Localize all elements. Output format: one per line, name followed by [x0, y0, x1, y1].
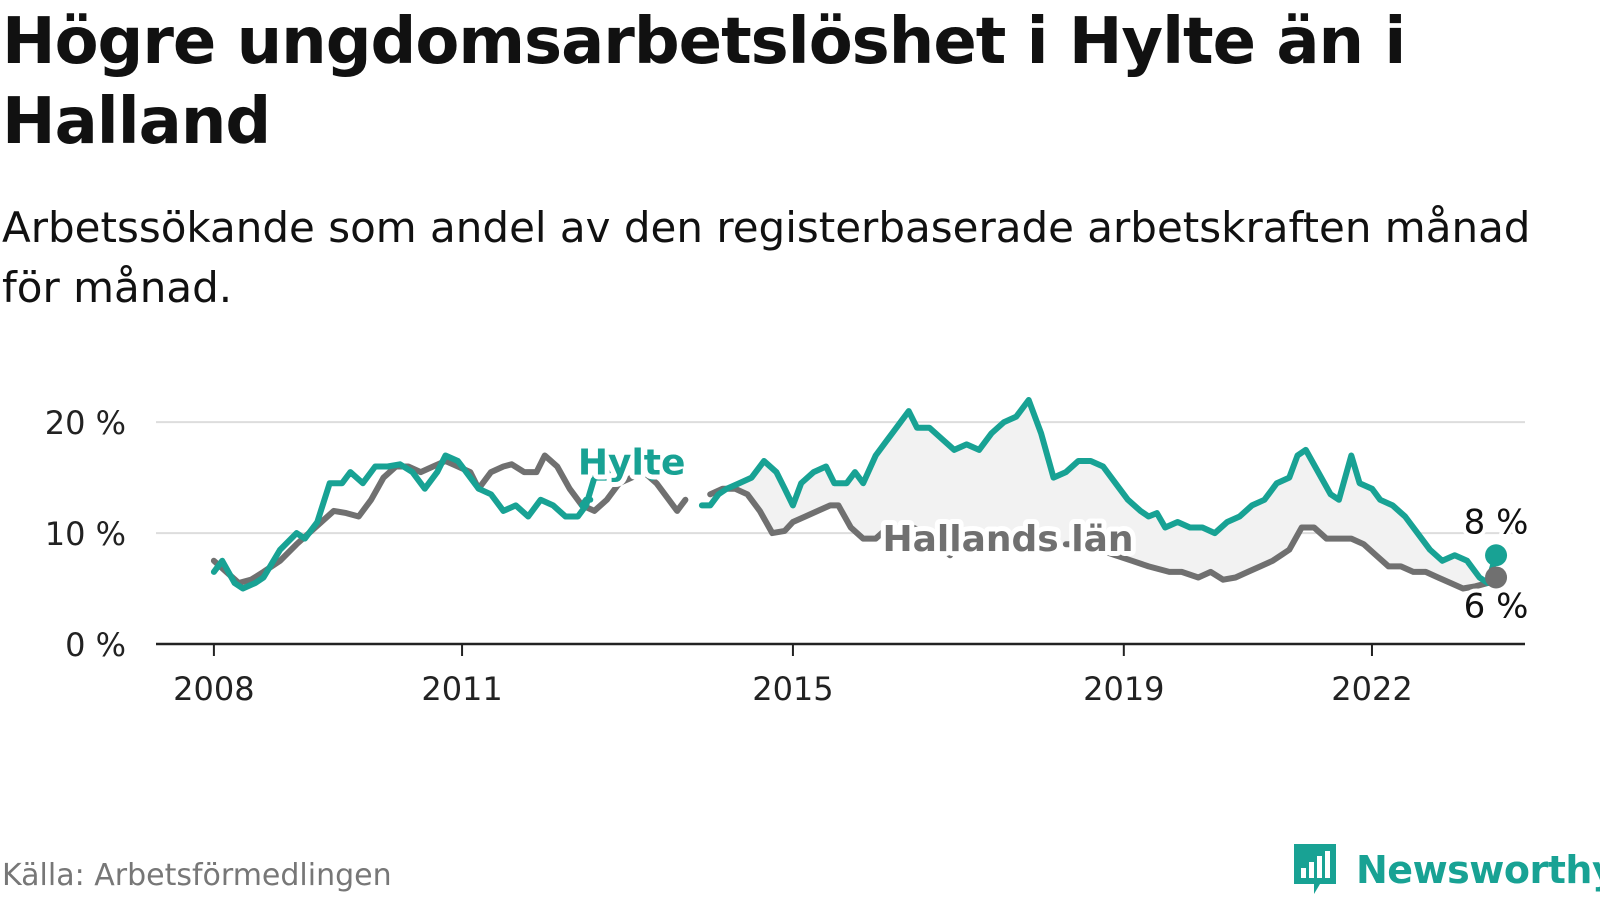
end-value-hylte: 8 %	[1464, 502, 1529, 542]
brand-logo[interactable]: Newsworthy	[1290, 840, 1600, 900]
chart-subtitle: Arbetssökande som andel av den registerb…	[2, 203, 1531, 312]
source-note: Källa: Arbetsförmedlingen	[2, 858, 392, 893]
x-tick-label: 2022	[1331, 670, 1412, 708]
x-tick-label: 2015	[752, 670, 833, 708]
series-line-hylte	[579, 496, 594, 509]
line-chart: 0 % 10 % 20 % 2008 2011 2015 2019 2022 Hylte Hall…	[45, 397, 1532, 708]
difference-band	[710, 400, 1488, 589]
end-dot-hylte	[1485, 544, 1508, 567]
end-dot-hallands-lan	[1485, 566, 1508, 589]
y-tick-label: 20 %	[45, 404, 126, 442]
end-value-hallands-lan: 6 %	[1464, 586, 1529, 626]
chart-title: Högre ungdomsarbetslöshet i Hylte än i H…	[2, 5, 1406, 159]
series-line-hallands-lan	[1062, 524, 1499, 592]
x-tick-label: 2019	[1083, 670, 1164, 708]
newsworthy-logo-icon	[1294, 844, 1336, 894]
y-tick-label: 0 %	[65, 626, 126, 664]
brand-name: Newsworthy	[1356, 848, 1600, 892]
series-line-hallands-lan	[707, 485, 954, 559]
x-tick-label: 2008	[173, 670, 254, 708]
series-line-hylte	[698, 397, 1499, 586]
series-label-hylte: Hylte	[578, 442, 686, 483]
series-line-hylte	[210, 452, 656, 592]
y-tick-label: 10 %	[45, 515, 126, 553]
series-label-hallands-lan: Hallands län	[882, 519, 1133, 560]
x-tick-label: 2011	[421, 670, 502, 708]
